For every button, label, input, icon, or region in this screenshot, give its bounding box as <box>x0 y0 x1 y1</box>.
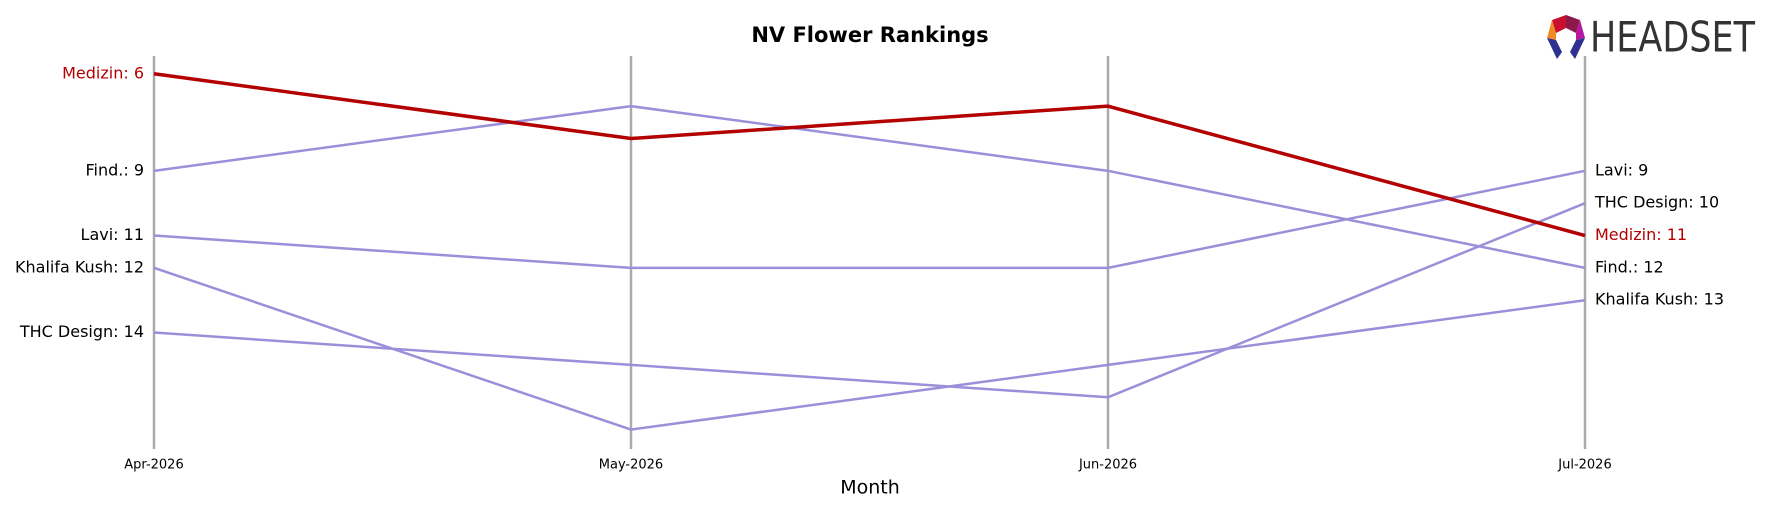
value-label: Medizin: 6 <box>62 63 144 82</box>
logo-mark <box>1547 38 1562 59</box>
value-label: THC Design: 14 <box>19 322 144 341</box>
logo-mark <box>1566 15 1580 33</box>
logo-mark <box>1547 20 1556 40</box>
x-tick-label: Apr-2026 <box>124 458 183 473</box>
chart-title: NV Flower Rankings <box>751 23 988 47</box>
value-label: Medizin: 11 <box>1595 225 1687 244</box>
rank-line <box>153 72 1586 238</box>
value-label: Find.: 12 <box>1595 257 1664 276</box>
x-tick-label: May-2026 <box>599 458 663 473</box>
x-tick-label: Jun-2026 <box>1078 458 1137 473</box>
logo: HEADSET <box>1547 13 1755 62</box>
rank-line <box>153 104 1586 270</box>
logo-mark <box>1570 38 1585 59</box>
logo-mark <box>1576 20 1585 40</box>
value-label: Khalifa Kush: 13 <box>1595 290 1724 309</box>
logo-text: HEADSET <box>1590 13 1755 62</box>
value-label: Lavi: 11 <box>81 225 144 244</box>
x-axis-label: Month <box>840 477 900 499</box>
logo-mark <box>1552 15 1566 33</box>
value-label: Khalifa Kush: 12 <box>15 257 144 276</box>
value-label: Find.: 9 <box>85 160 144 179</box>
rank-line <box>153 202 1586 399</box>
rank-line <box>153 169 1586 270</box>
value-label: Lavi: 9 <box>1595 160 1648 179</box>
value-label: THC Design: 10 <box>1594 193 1719 212</box>
rank-line <box>153 266 1586 431</box>
x-tick-label: Jul-2026 <box>1557 458 1611 473</box>
